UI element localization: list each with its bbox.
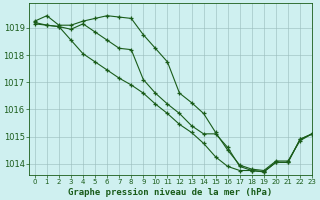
X-axis label: Graphe pression niveau de la mer (hPa): Graphe pression niveau de la mer (hPa) bbox=[68, 188, 273, 197]
